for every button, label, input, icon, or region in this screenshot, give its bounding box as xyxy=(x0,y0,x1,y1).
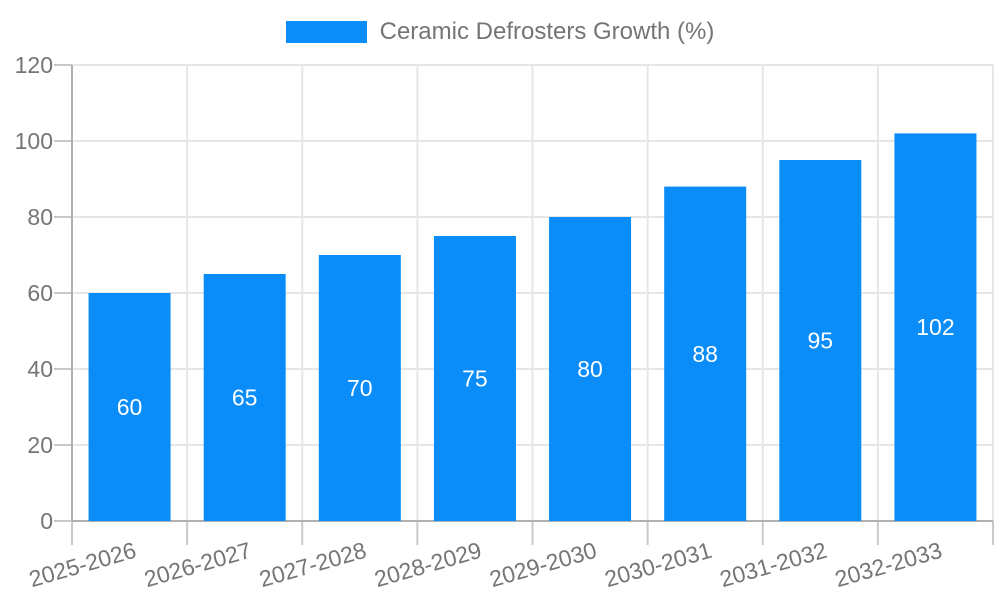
y-tick-label: 40 xyxy=(27,356,53,382)
y-tick-label: 20 xyxy=(27,432,53,458)
bar xyxy=(433,236,516,521)
y-tick-label: 0 xyxy=(40,508,53,534)
bar xyxy=(779,160,862,521)
legend-swatch xyxy=(285,21,367,43)
bar xyxy=(894,133,977,521)
x-tick-label: 2032-2033 xyxy=(832,537,945,592)
x-tick-label: 2025-2026 xyxy=(26,537,139,592)
bar xyxy=(664,186,747,521)
bar-value-label: 80 xyxy=(577,356,603,382)
bar xyxy=(549,217,632,521)
bar-value-label: 102 xyxy=(916,314,954,340)
y-tick-label: 80 xyxy=(27,204,53,230)
x-tick-label: 2030-2031 xyxy=(602,537,715,592)
bar xyxy=(88,293,171,521)
bar-value-label: 75 xyxy=(462,366,488,392)
bar-value-label: 65 xyxy=(232,385,258,411)
x-tick-label: 2029-2030 xyxy=(487,537,600,592)
x-tick-label: 2026-2027 xyxy=(141,537,254,592)
y-tick-label: 120 xyxy=(15,52,53,78)
legend-label: Ceramic Defrosters Growth (%) xyxy=(379,18,715,45)
bar-value-label: 60 xyxy=(117,394,143,420)
x-tick-label: 2028-2029 xyxy=(371,537,484,592)
x-tick-label: 2027-2028 xyxy=(256,537,369,592)
bar-value-label: 70 xyxy=(347,375,373,401)
y-tick-label: 100 xyxy=(15,128,53,154)
bar-value-label: 95 xyxy=(808,328,834,354)
bar xyxy=(203,274,286,521)
y-tick-label: 60 xyxy=(27,280,53,306)
x-tick-label: 2031-2032 xyxy=(717,537,830,592)
bar-value-label: 88 xyxy=(692,341,718,367)
chart-legend: Ceramic Defrosters Growth (%) xyxy=(0,18,1000,45)
bar xyxy=(318,255,401,521)
